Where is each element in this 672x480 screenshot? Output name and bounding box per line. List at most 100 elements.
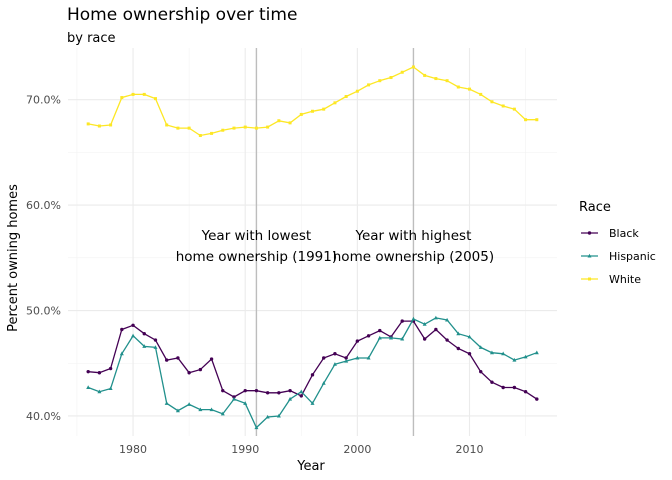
- data-point: [322, 107, 326, 111]
- data-point: [108, 386, 113, 391]
- data-point: [490, 380, 494, 384]
- y-tick-label: 70.0%: [26, 94, 61, 107]
- data-point: [422, 337, 427, 341]
- data-point: [367, 83, 371, 87]
- data-point: [310, 401, 315, 405]
- data-point: [322, 356, 326, 360]
- data-point: [377, 335, 382, 340]
- data-point: [299, 389, 304, 394]
- data-point: [276, 413, 281, 418]
- x-tick-label: 2010: [456, 443, 484, 456]
- data-point: [198, 407, 203, 412]
- chart-title: Home ownership over time: [67, 5, 297, 25]
- data-point: [344, 358, 349, 363]
- data-point: [512, 357, 517, 362]
- legend-item-black: Black: [581, 227, 639, 240]
- legend-item-white: White: [581, 273, 641, 286]
- data-point: [467, 352, 472, 356]
- data-point: [131, 333, 136, 338]
- y-tick-label: 50.0%: [26, 305, 61, 318]
- x-axis-title: Year: [296, 459, 325, 474]
- data-point: [131, 92, 135, 96]
- data-point: [288, 121, 292, 125]
- data-point: [400, 336, 405, 341]
- data-point: [265, 391, 270, 395]
- data-point: [478, 345, 483, 349]
- data-point: [501, 104, 505, 108]
- annotation-label: Year with lowest: [201, 228, 312, 244]
- data-point: [355, 355, 360, 360]
- data-point: [243, 401, 248, 405]
- x-tick-label: 1980: [119, 443, 147, 456]
- data-point: [243, 125, 247, 129]
- data-point: [523, 354, 528, 359]
- data-point: [445, 79, 449, 83]
- data-point: [434, 327, 438, 332]
- x-axis: 1980 1990 2000 2010: [119, 443, 483, 456]
- data-point: [456, 346, 461, 351]
- data-point: [456, 331, 461, 336]
- legend-label: White: [609, 273, 641, 286]
- data-point: [231, 396, 236, 401]
- data-point: [153, 338, 158, 342]
- y-axis-title: Percent owning homes: [6, 184, 21, 332]
- data-point: [310, 373, 315, 377]
- series-hispanic: [86, 315, 539, 430]
- data-point: [355, 89, 359, 93]
- data-point: [355, 339, 360, 343]
- chart-subtitle: by race: [67, 31, 116, 46]
- legend-label: Black: [609, 227, 639, 240]
- data-point: [299, 112, 303, 116]
- data-point: [142, 92, 146, 96]
- data-point: [489, 350, 494, 355]
- data-point: [176, 356, 180, 360]
- x-tick-label: 1990: [231, 443, 259, 456]
- data-point: [254, 126, 258, 130]
- data-point: [164, 358, 169, 362]
- data-point: [587, 231, 592, 235]
- data-point: [456, 85, 460, 89]
- data-point: [187, 371, 191, 375]
- data-point: [277, 119, 281, 123]
- data-point: [468, 87, 472, 91]
- data-point: [109, 123, 113, 127]
- data-point: [198, 367, 203, 372]
- data-point: [479, 369, 483, 374]
- data-point: [198, 134, 202, 138]
- data-point: [86, 369, 90, 374]
- y-tick-label: 40.0%: [26, 410, 61, 423]
- data-point: [321, 381, 326, 385]
- data-point: [366, 355, 371, 360]
- data-point: [86, 122, 90, 126]
- y-axis: 40.0% 50.0% 60.0% 70.0%: [26, 94, 61, 423]
- legend: Race Black Hispanic White: [579, 200, 656, 286]
- data-point: [153, 97, 157, 101]
- annotation-label: Year with highest: [355, 228, 472, 244]
- x-tick-label: 2000: [343, 443, 371, 456]
- data-point: [344, 95, 348, 98]
- data-point: [400, 70, 404, 74]
- data-point: [479, 92, 483, 96]
- data-point: [97, 371, 102, 375]
- data-point: [445, 338, 449, 342]
- data-point: [120, 96, 124, 100]
- data-point: [254, 425, 259, 430]
- data-point: [333, 101, 337, 105]
- data-point: [311, 109, 314, 113]
- data-point: [221, 388, 225, 393]
- data-point: [108, 366, 113, 371]
- data-point: [243, 388, 247, 393]
- data-point: [288, 396, 293, 401]
- data-point: [265, 414, 270, 419]
- annotations: Year with lowest home ownership (1991) Yea…: [176, 228, 494, 265]
- data-point: [97, 124, 101, 128]
- data-point: [220, 411, 225, 416]
- data-point: [389, 76, 393, 80]
- data-point: [434, 77, 438, 81]
- data-point: [344, 356, 348, 360]
- data-point: [378, 328, 382, 333]
- data-point: [400, 319, 404, 323]
- series-black: [86, 319, 539, 401]
- y-tick-label: 60.0%: [26, 199, 61, 212]
